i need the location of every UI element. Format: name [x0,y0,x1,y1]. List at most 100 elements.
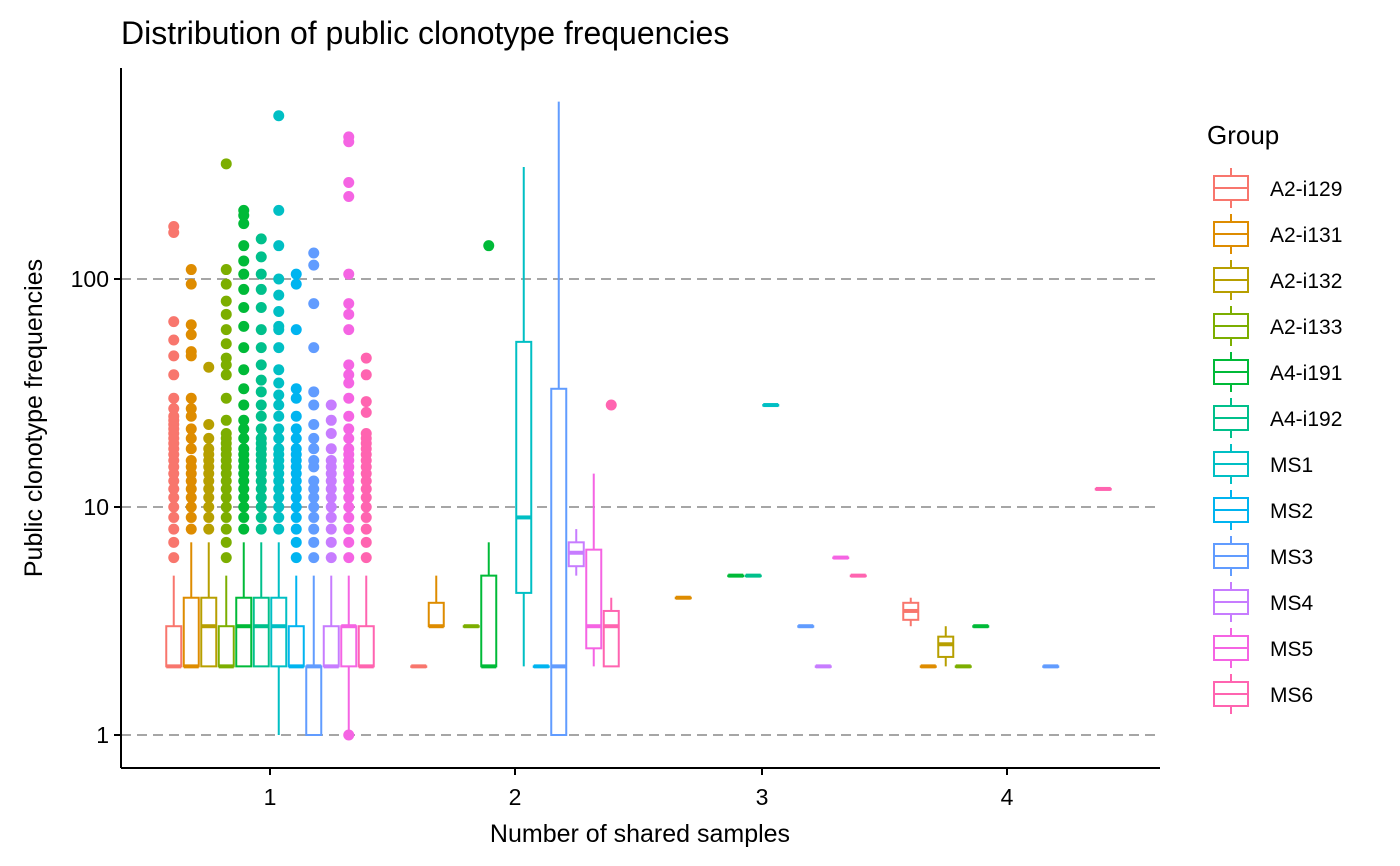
outlier-point [220,392,232,404]
outlier-point [168,392,180,404]
outlier-point [290,278,302,290]
outlier-point [343,423,355,435]
outlier-point [168,492,180,504]
legend-item-MS4: MS4 [1213,582,1314,622]
outlier-point [360,396,372,408]
box-A4-i192-x3 [744,573,762,578]
outlier-point [290,432,302,444]
legend-item-A4-i192: A4-i192 [1213,398,1342,438]
box-A4-i191-x1 [235,204,253,668]
box-body [200,596,218,668]
box-A2-i133-x2 [462,624,480,629]
box-MS1-x3 [762,403,780,408]
outlier-point [360,352,372,364]
box-body [252,596,270,668]
outlier-point [168,350,180,362]
box-body [585,548,603,650]
box-A2-i133-x1 [217,158,235,669]
outlier-point [343,523,355,535]
outlier-point [343,501,355,513]
box-MS6-x2 [602,399,620,668]
outlier-point [238,218,250,230]
outlier-point [290,492,302,504]
outlier-point [308,247,320,259]
outlier-point [220,501,232,513]
outlier-point [273,483,285,495]
box-body [287,625,305,668]
outlier-point [273,389,285,401]
legend-item-MS5: MS5 [1213,628,1313,668]
outlier-point [325,443,337,455]
outlier-point [308,536,320,548]
outlier-point [343,536,355,548]
outlier-point [255,359,267,371]
outlier-point [185,423,197,435]
outlier-point [308,483,320,495]
outlier-point [255,399,267,411]
legend-item-MS2: MS2 [1213,490,1313,530]
legend-item-A2-i132: A2-i132 [1213,260,1342,300]
outlier-point [185,329,197,341]
legend-item-A2-i129: A2-i129 [1213,168,1342,208]
outlier-point [360,523,372,535]
box-MS3-x4 [1042,664,1060,669]
box-body [305,665,323,737]
outlier-point [273,240,285,252]
outlier-point [255,324,267,336]
outlier-point [343,308,355,320]
outlier-point [325,483,337,495]
outlier-point [220,308,232,320]
outlier-point [325,501,337,513]
outlier-point [238,320,250,332]
box-A2-i131-x1 [182,264,200,669]
outlier-point [255,301,267,313]
series-MS3 [305,101,1060,737]
box-body [427,601,445,628]
outlier-point [238,301,250,313]
outlier-point [255,410,267,422]
outlier-point [308,511,320,523]
outlier-point [168,511,180,523]
outlier-point [220,369,232,381]
outlier-point [290,410,302,422]
box-A2-i131-x4 [919,664,937,669]
box-body [340,625,358,668]
outlier-point [220,536,232,548]
outlier-point [325,552,337,564]
outlier-point [185,483,197,495]
outlier-point [255,423,267,435]
outlier-point [343,552,355,564]
chart-title: Distribution of public clonotype frequen… [121,15,729,51]
outlier-point [238,342,250,354]
box-A2-i131-x3 [674,595,692,600]
outlier-point [343,131,355,143]
outlier-point [238,523,250,535]
outlier-point [168,316,180,328]
series-A4-i192 [252,233,762,668]
outlier-point [185,511,197,523]
outlier-point [273,423,285,435]
legend-label: MS1 [1270,454,1313,477]
outlier-point [185,443,197,455]
box-MS3-x3 [797,624,815,629]
box-MS2-x1 [287,268,305,669]
outlier-point [203,492,215,504]
outlier-point [273,273,285,285]
legend-item-MS6: MS6 [1213,674,1313,714]
outlier-point [238,511,250,523]
legend-item-A4-i191: A4-i191 [1213,352,1342,392]
outlier-point [255,483,267,495]
outlier-point [308,523,320,535]
outlier-point [343,483,355,495]
box-MS5-x3 [832,555,850,560]
outlier-point [255,432,267,444]
outlier-point [238,204,250,216]
outlier-point [360,369,372,381]
outlier-point [220,511,232,523]
outlier-point [238,501,250,513]
outlier-point [185,403,197,415]
outlier-point [238,268,250,280]
outlier-point [290,536,302,548]
outlier-point [343,324,355,336]
legend-label: MS6 [1270,684,1313,707]
